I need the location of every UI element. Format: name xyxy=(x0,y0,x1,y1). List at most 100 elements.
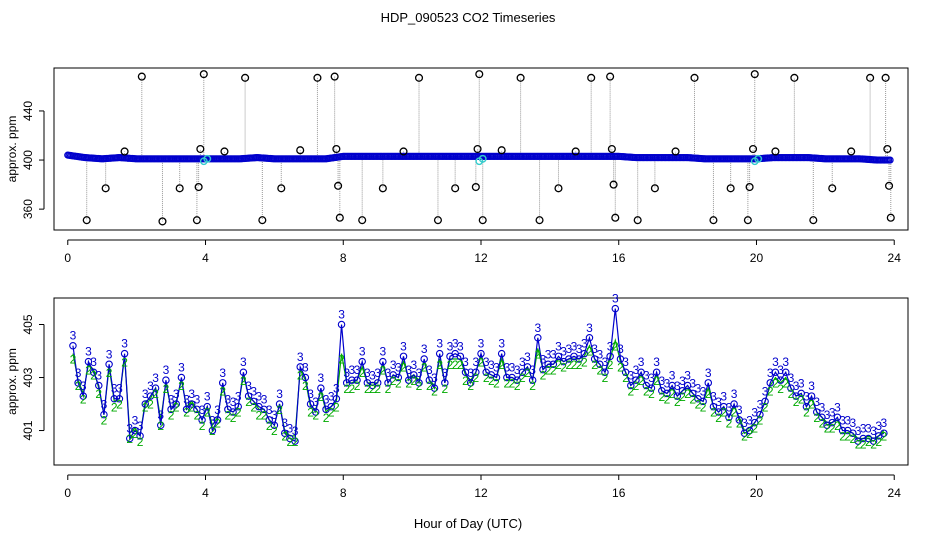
series-3-label: 3 xyxy=(188,387,195,401)
series-2-label: 2 xyxy=(111,400,118,414)
series-2-label: 2 xyxy=(256,408,263,422)
series-2-label: 2 xyxy=(514,379,521,393)
series-2-label: 2 xyxy=(870,437,877,451)
series-marker-circle xyxy=(709,402,718,411)
series-3-label: 3 xyxy=(710,390,717,404)
series-marker-circle xyxy=(606,352,614,361)
series-3-label: 3 xyxy=(421,342,428,356)
series-marker-circle xyxy=(306,400,315,408)
series-3-label: 3 xyxy=(457,339,464,353)
series-marker-circle xyxy=(549,360,558,369)
outlier-point xyxy=(743,216,752,225)
series-2-label: 2 xyxy=(426,379,433,393)
series-2-label: 2 xyxy=(349,382,356,396)
series-2-label: 2 xyxy=(736,416,743,430)
series-marker-circle xyxy=(807,392,816,400)
series-3-label: 3 xyxy=(271,408,278,422)
cyan-point xyxy=(478,154,487,163)
cyan-point xyxy=(754,154,763,163)
series-3-label: 3 xyxy=(250,384,257,398)
series-marker-circle xyxy=(880,429,888,437)
series-3-label: 3 xyxy=(798,376,805,390)
series-marker-circle xyxy=(528,376,537,384)
series-marker-circle xyxy=(818,413,826,422)
series-3-label: 3 xyxy=(782,355,789,369)
series-2-label: 2 xyxy=(819,416,826,430)
series-marker-circle xyxy=(95,381,103,390)
series-2-label: 2 xyxy=(116,398,123,412)
series-2-label: 2 xyxy=(173,400,180,414)
series-3-label: 3 xyxy=(111,382,118,396)
outlier-point xyxy=(750,70,759,79)
series-marker-circle xyxy=(131,426,139,435)
series-marker-circle xyxy=(513,376,521,384)
series-marker-circle xyxy=(89,368,98,376)
series-2-label: 2 xyxy=(121,355,128,369)
series-marker-circle xyxy=(146,392,155,400)
outlier-point xyxy=(199,70,208,79)
series-2-label: 2 xyxy=(669,387,676,401)
bottom-panel-y-tick-label: 403 xyxy=(21,367,35,387)
series-marker-circle xyxy=(208,426,217,435)
top-panel-x-tick-label: 4 xyxy=(202,251,209,265)
series-2-label: 2 xyxy=(390,374,397,388)
series-3-label: 3 xyxy=(875,419,882,433)
series-3-label: 3 xyxy=(720,390,727,404)
series-2-label: 2 xyxy=(70,353,77,367)
series-marker-circle xyxy=(420,355,428,363)
series-2-label: 2 xyxy=(617,361,624,375)
series-2-label: 2 xyxy=(452,358,459,372)
series-marker-circle xyxy=(575,355,583,363)
series-marker-circle xyxy=(632,376,640,384)
series-marker-circle xyxy=(239,368,248,376)
series-2-label: 2 xyxy=(839,430,846,444)
outlier-point xyxy=(475,70,484,79)
series-2-label: 2 xyxy=(323,411,330,425)
series-3-label: 3 xyxy=(705,366,712,380)
series-3-label: 3 xyxy=(80,379,87,393)
series-3-label: 3 xyxy=(204,390,211,404)
series-2-label: 2 xyxy=(700,400,707,414)
series-3-label: 3 xyxy=(772,355,779,369)
series-3-label: 3 xyxy=(596,347,603,361)
series-3-label: 3 xyxy=(679,374,686,388)
series-3-label: 3 xyxy=(447,339,454,353)
series-3-label: 3 xyxy=(292,424,299,438)
series-3-label: 3 xyxy=(669,368,676,382)
bottom-panel-x-tick-label: 20 xyxy=(750,486,764,500)
series-3-label: 3 xyxy=(855,424,862,438)
series-2-label: 2 xyxy=(199,419,206,433)
series-3-label: 3 xyxy=(359,345,366,359)
series-marker-circle xyxy=(291,437,299,445)
series-2-label: 2 xyxy=(126,432,133,446)
series-3-label: 3 xyxy=(318,371,325,385)
series-2-label: 2 xyxy=(695,398,702,412)
series-marker-circle xyxy=(585,334,594,342)
series-marker-circle xyxy=(74,379,82,387)
series-2-label: 2 xyxy=(369,382,376,396)
series-marker-circle xyxy=(229,408,237,416)
series-2-label: 2 xyxy=(405,377,412,391)
series-3-label: 3 xyxy=(354,363,361,377)
series-2-label: 2 xyxy=(607,358,614,372)
outlier-point xyxy=(554,184,563,193)
series-marker-circle xyxy=(415,379,423,387)
series-marker-circle xyxy=(213,416,222,424)
series-2-label: 2 xyxy=(540,369,547,383)
baseline-point xyxy=(886,156,894,164)
series-3-label: 3 xyxy=(576,342,583,356)
outlier-point xyxy=(606,72,615,81)
series-2-label: 2 xyxy=(519,371,526,385)
series-3-label: 3 xyxy=(163,363,170,377)
series-marker-circle xyxy=(430,384,439,392)
series-2-label: 2 xyxy=(679,390,686,404)
outlier-point xyxy=(120,147,129,156)
series-2-label: 2 xyxy=(230,411,237,425)
series-marker-circle xyxy=(652,368,661,376)
series-2-label: 2 xyxy=(194,408,201,422)
series-2-label: 2 xyxy=(782,377,789,391)
outlier-point xyxy=(451,184,460,193)
series-3-label: 3 xyxy=(240,355,247,369)
outlier-point xyxy=(828,184,837,193)
series-marker-circle xyxy=(327,402,335,411)
